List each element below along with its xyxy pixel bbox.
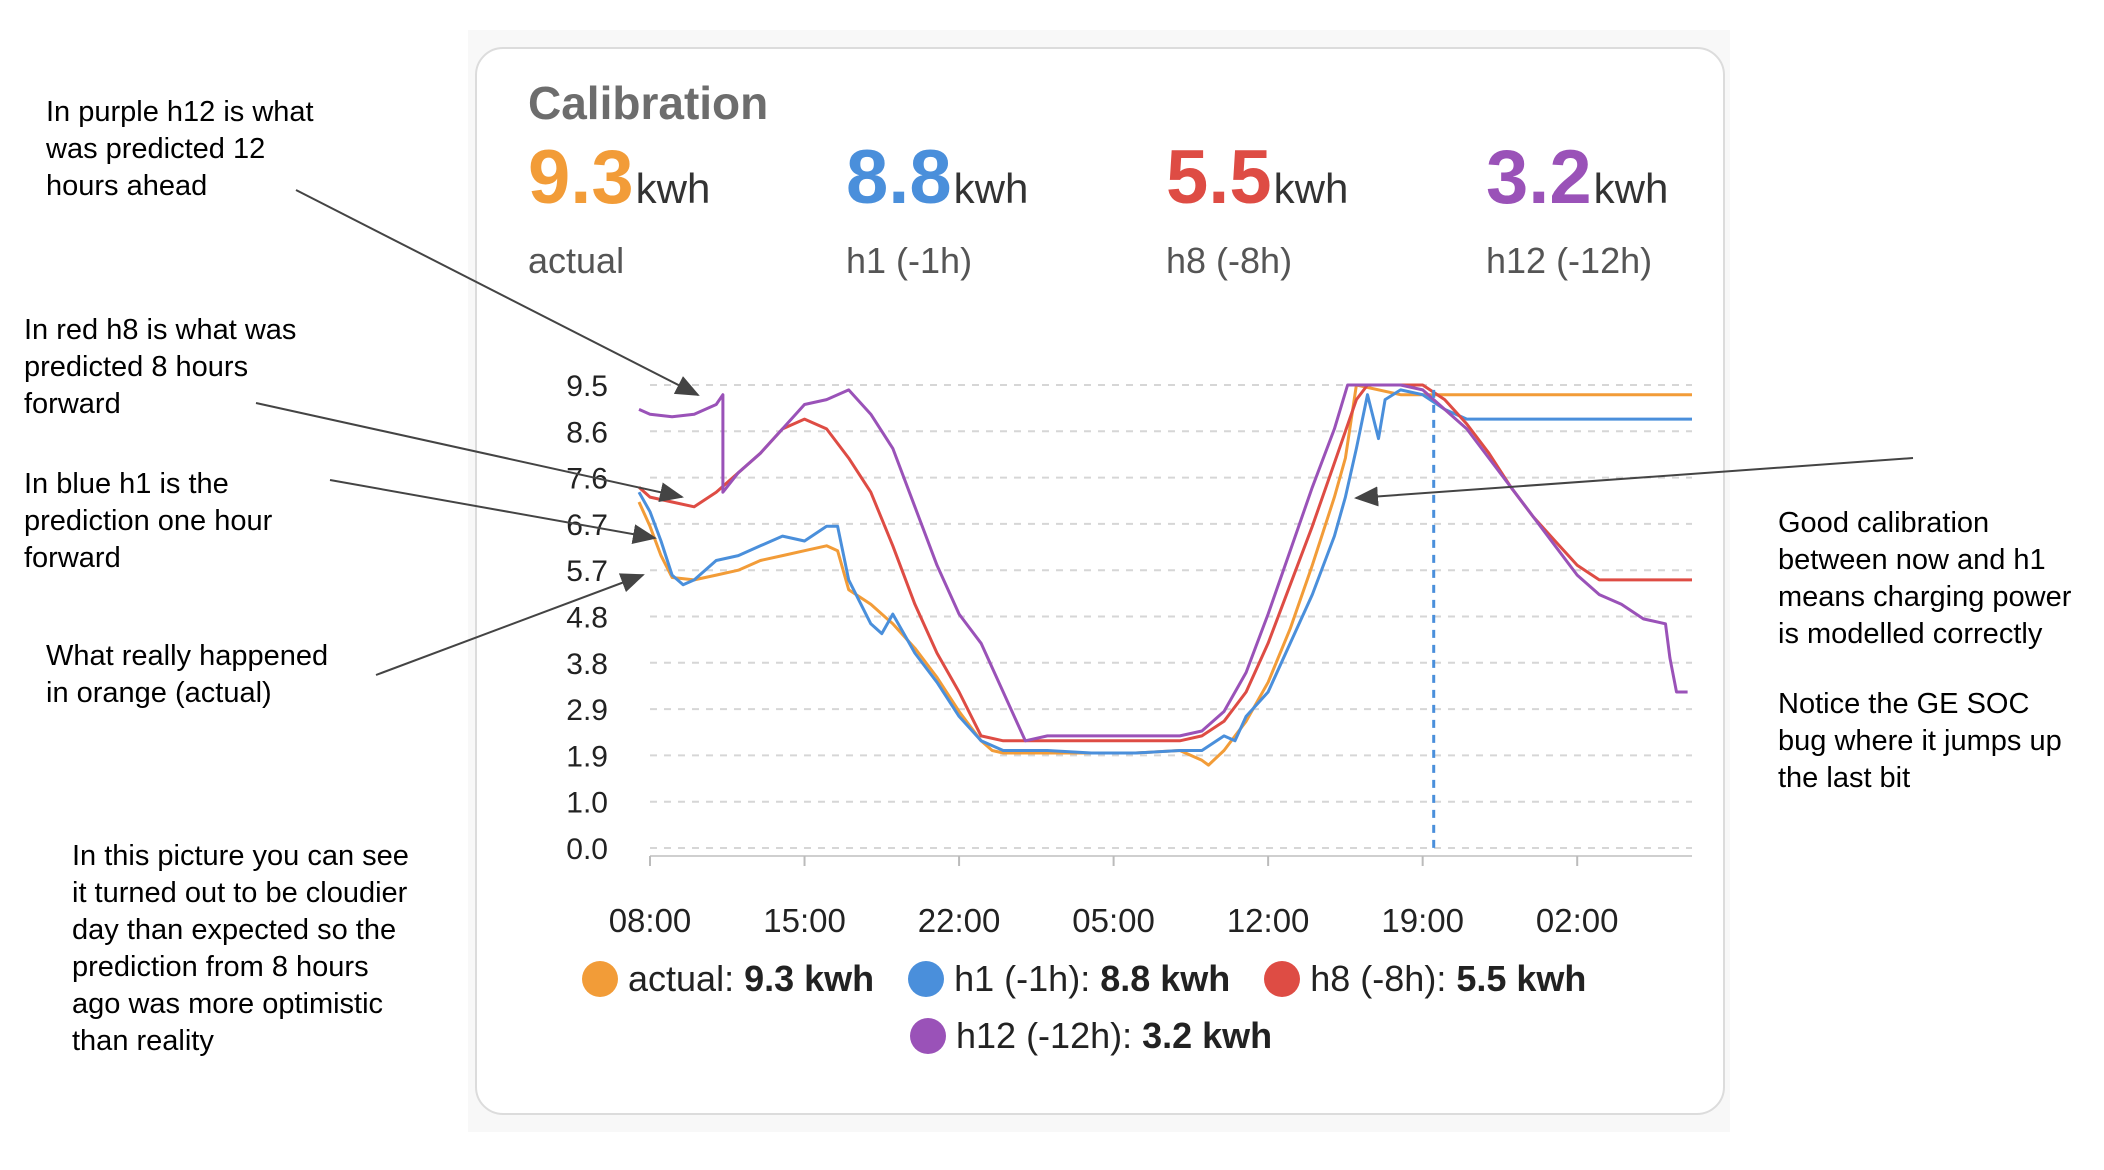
y-tick-label: 3.8 — [566, 648, 608, 681]
stat-h8-value: 5.5 — [1166, 135, 1272, 220]
y-tick-label: 1.0 — [566, 787, 608, 820]
y-tick-label: 2.9 — [566, 694, 608, 727]
legend-actual-name: actual: — [628, 958, 735, 999]
y-tick-label: 8.6 — [566, 416, 608, 449]
stat-actual-label: actual — [528, 240, 625, 281]
stat-h12: 3.2kwh — [1486, 140, 1668, 216]
stat-h8: 5.5kwh — [1166, 140, 1348, 216]
legend-actual-value: 9.3 kwh — [744, 958, 875, 999]
stat-h12-value: 3.2 — [1486, 135, 1592, 220]
legend-row-2: h12 (-12h): 3.2 kwh — [910, 1015, 1298, 1057]
x-tick-label: 15:00 — [763, 902, 846, 939]
legend-h8-name: h8 (-8h): — [1310, 958, 1447, 999]
y-tick-label: 1.9 — [566, 740, 608, 773]
legend-h8-value: 5.5 kwh — [1456, 958, 1587, 999]
legend-h12-name: h12 (-12h): — [956, 1015, 1133, 1056]
calibration-card — [475, 47, 1725, 1115]
series-line-h12 — [638, 383, 1688, 743]
note-h1: In blue h1 is the prediction one hour fo… — [24, 468, 273, 574]
y-tick-label: 4.8 — [566, 602, 608, 635]
stat-h12-unit: kwh — [1593, 165, 1669, 212]
stat-actual-unit: kwh — [635, 165, 711, 212]
series-line-h8 — [638, 383, 1692, 743]
y-tick-label: 5.7 — [566, 555, 608, 588]
legend-dot-h1 — [908, 961, 945, 997]
legend-item-h8[interactable]: h8 (-8h): 5.5 kwh — [1264, 958, 1586, 1000]
arrow-h12 — [295, 189, 700, 396]
legend-item-actual[interactable]: actual: 9.3 kwh — [582, 958, 874, 1000]
arrow-h8 — [255, 402, 684, 503]
card-title: Calibration — [528, 77, 769, 129]
legend-h1-value: 8.8 kwh — [1100, 958, 1231, 999]
x-tick-label: 08:00 — [609, 902, 692, 939]
x-tick-label: 05:00 — [1072, 902, 1155, 939]
stat-h1-value: 8.8 — [846, 135, 952, 220]
legend-dot-h12 — [910, 1018, 946, 1054]
series-line-h1 — [637, 388, 1692, 755]
note-cloudy: In this picture you can see it turned ou… — [72, 840, 409, 1057]
x-tick-label: 22:00 — [918, 902, 1001, 939]
stat-h8-label: h8 (-8h) — [1166, 240, 1293, 281]
note-actual: What really happened in orange (actual) — [46, 640, 329, 709]
note-good-calibration: Good calibration between now and h1 mean… — [1778, 507, 2072, 650]
stat-h8-unit: kwh — [1273, 165, 1349, 212]
stat-h1: 8.8kwh — [846, 140, 1028, 216]
series-line-actual — [637, 383, 1692, 767]
legend-h12-value: 3.2 kwh — [1142, 1015, 1273, 1056]
arrow-actual — [375, 573, 645, 676]
legend-h1-name: h1 (-1h): — [954, 958, 1091, 999]
note-h8: In red h8 is what was predicted 8 hours … — [24, 314, 297, 420]
x-tick-label: 19:00 — [1381, 902, 1464, 939]
arrow-h1 — [329, 479, 657, 544]
x-tick-label: 12:00 — [1227, 902, 1310, 939]
legend-item-h1[interactable]: h1 (-1h): 8.8 kwh — [908, 958, 1230, 1000]
stat-actual: 9.3kwh — [528, 140, 710, 216]
x-tick-label: 02:00 — [1536, 902, 1619, 939]
legend-dot-actual — [582, 961, 618, 997]
arrow-good-calibration — [1354, 457, 1914, 507]
stat-h12-label: h12 (-12h) — [1486, 240, 1653, 281]
stat-actual-value: 9.3 — [528, 135, 634, 220]
legend-row-1: actual: 9.3 kwh h1 (-1h): 8.8 kwh h8 (-8… — [582, 958, 1612, 1000]
note-h12: In purple h12 is what was predicted 12 h… — [46, 96, 314, 202]
y-tick-label: 0.0 — [566, 833, 608, 866]
y-tick-label: 9.5 — [566, 370, 608, 403]
legend-dot-h8 — [1264, 961, 1301, 997]
stat-h1-unit: kwh — [953, 165, 1029, 212]
legend-item-h12[interactable]: h12 (-12h): 3.2 kwh — [910, 1015, 1272, 1057]
note-soc-bug: Notice the GE SOC bug where it jumps up … — [1778, 688, 2062, 794]
stat-h1-label: h1 (-1h) — [846, 240, 973, 281]
